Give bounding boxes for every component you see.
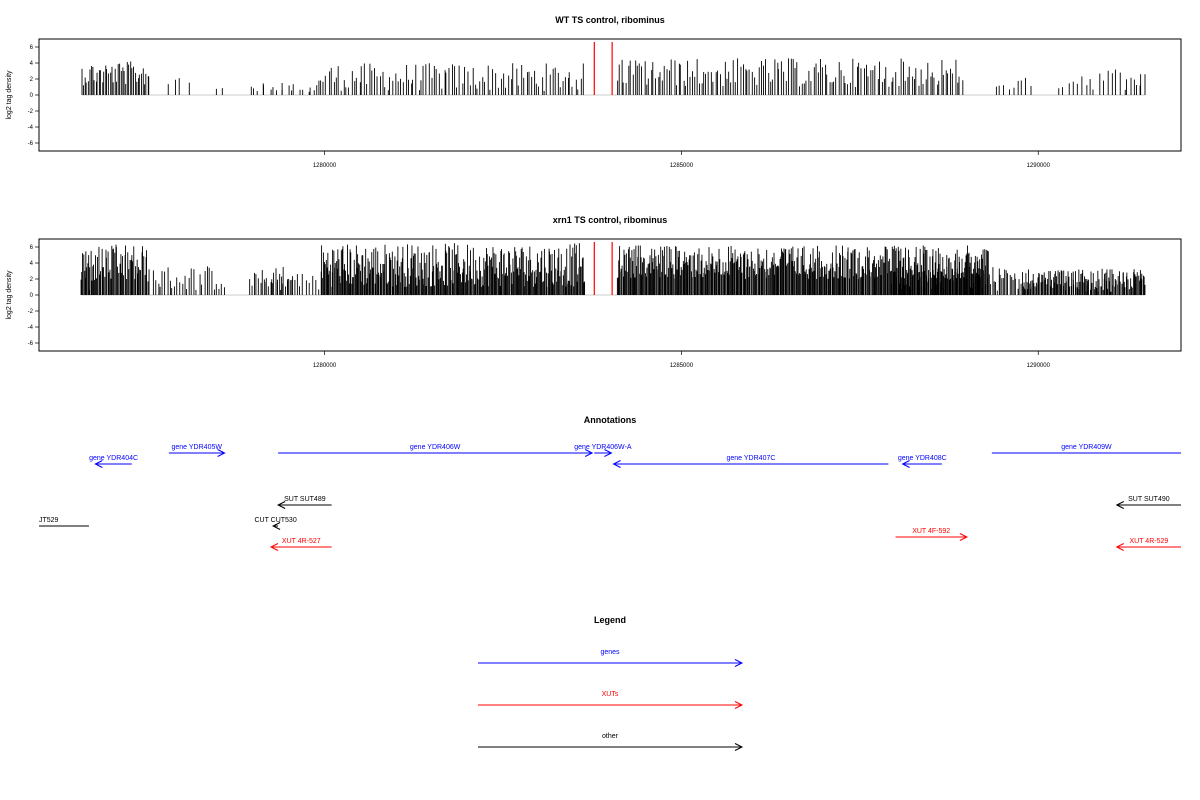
x-tick-label: 1285000 [670, 163, 694, 169]
annotation-label: SUT SUT489 [284, 496, 326, 503]
y-axis-label: log2 tag density [6, 270, 13, 320]
annotation-label: SUT SUT490 [1128, 496, 1170, 503]
x-tick-label: 1285000 [670, 363, 694, 369]
y-tick-label: 2 [30, 277, 34, 283]
y-tick-label: -6 [28, 141, 34, 147]
y-tick-label: 4 [30, 261, 34, 267]
annotations-panel: Annotations gene YDR404C gene YDR405W gene… [39, 415, 1181, 551]
arrow-left-icon [271, 522, 281, 530]
arrow-right-icon [959, 533, 968, 541]
x-tick-label: 1280000 [313, 363, 337, 369]
panel-title: xrn1 TS control, ribominus [553, 215, 668, 225]
annotation-label: gene YDR404C [89, 455, 138, 462]
annotation-label: gene YDR405W [172, 444, 223, 451]
annotation-label: gene YDR408C [898, 455, 947, 462]
x-tick-label: 1290000 [1027, 163, 1051, 169]
annotation-label: XUT 4R-529 [1129, 538, 1168, 545]
y-tick-label: 6 [30, 245, 34, 251]
annotation-label: gene YDR406W [410, 444, 461, 451]
annotation-label: XUT 4F-592 [912, 528, 950, 535]
annotation-label: gene YDR407C [727, 455, 776, 462]
annotation-label: gene YDR406W-A [574, 444, 632, 451]
arrow-right-icon [734, 659, 744, 667]
coverage-bars [81, 58, 1146, 95]
y-tick-label: 6 [30, 45, 34, 51]
arrow-left-icon [276, 501, 286, 509]
legend: Legend genes XUTs other [478, 615, 744, 751]
annotation-label: XUT 4R-527 [282, 538, 321, 545]
y-tick-label: -6 [28, 341, 34, 347]
y-tick-label: -4 [28, 125, 34, 131]
arrow-left-icon [269, 543, 279, 551]
legend-label: genes [600, 649, 620, 656]
arrow-right-icon [217, 449, 226, 457]
y-tick-label: 0 [30, 93, 34, 99]
panel-title: WT TS control, ribominus [555, 15, 665, 25]
arrow-left-icon [612, 460, 621, 468]
annotation-label: CUT CUT530 [254, 517, 296, 524]
arrow-right-icon [584, 449, 594, 457]
y-tick-label: -2 [28, 109, 34, 115]
annotation-label: JT529 [39, 517, 59, 524]
xrn1-coverage-panel: xrn1 TS control, ribominus log2 tag dens… [6, 215, 1182, 369]
arrow-left-icon [1115, 543, 1124, 551]
x-tick-label: 1290000 [1027, 363, 1051, 369]
wt-coverage-panel: WT TS control, ribominus log2 tag densit… [6, 15, 1182, 169]
annotation-label: gene YDR409W [1061, 444, 1112, 451]
y-tick-label: -4 [28, 325, 34, 331]
y-tick-label: 0 [30, 293, 34, 299]
arrow-right-icon [604, 449, 613, 457]
x-tick-label: 1280000 [313, 163, 337, 169]
legend-label: other [602, 733, 619, 740]
arrow-right-icon [734, 701, 744, 709]
arrow-left-icon [901, 460, 910, 468]
coverage-bars [80, 243, 1146, 295]
arrow-left-icon [94, 460, 103, 468]
y-tick-label: -2 [28, 309, 34, 315]
legend-label: XUTs [602, 691, 619, 698]
legend-title: Legend [594, 615, 626, 625]
y-axis-label: log2 tag density [6, 70, 13, 120]
arrow-right-icon [734, 743, 744, 751]
y-tick-label: 2 [30, 77, 34, 83]
annotations-title: Annotations [584, 415, 637, 425]
y-tick-label: 4 [30, 61, 34, 67]
arrow-left-icon [1115, 501, 1124, 509]
